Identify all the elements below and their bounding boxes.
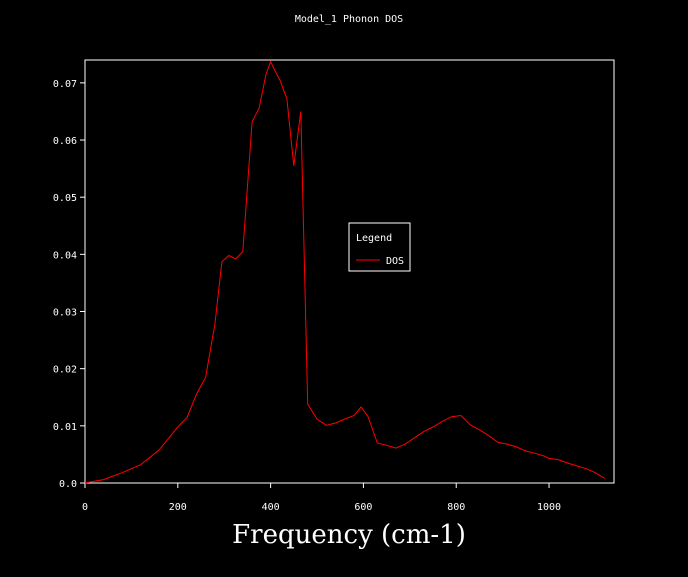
y-tick-label: 0.06 — [53, 136, 77, 147]
x-tick-label: 200 — [169, 502, 187, 513]
x-axis: 0 200 400 600 800 1000 — [82, 483, 561, 513]
x-tick-label: 600 — [354, 502, 372, 513]
series-layer — [84, 60, 605, 484]
y-axis: 0.0 0.01 0.02 0.03 0.04 0.05 0.06 0.07 — [53, 79, 85, 490]
y-tick-label: 0.05 — [53, 193, 77, 204]
y-tick-label: 0.0 — [59, 479, 77, 490]
legend-title: Legend — [356, 233, 392, 244]
chart-title: Model_1 Phonon DOS — [295, 14, 403, 25]
x-tick-label: 0 — [82, 502, 88, 513]
x-axis-label: Frequency (cm-1) — [232, 520, 466, 550]
y-tick-label: 0.02 — [53, 365, 77, 376]
legend-box — [348, 222, 411, 272]
legend: Legend DOS — [348, 222, 411, 272]
y-tick-label: 0.07 — [53, 79, 77, 90]
y-tick-label: 0.01 — [53, 422, 77, 433]
y-tick-label: 0.03 — [53, 308, 77, 319]
x-tick-label: 800 — [447, 502, 465, 513]
series-line-dos — [84, 60, 605, 484]
x-tick-label: 1000 — [537, 502, 561, 513]
x-tick-label: 400 — [262, 502, 280, 513]
legend-entry-dos: DOS — [386, 256, 404, 267]
plot-frame — [84, 59, 615, 484]
y-tick-label: 0.04 — [53, 250, 77, 261]
